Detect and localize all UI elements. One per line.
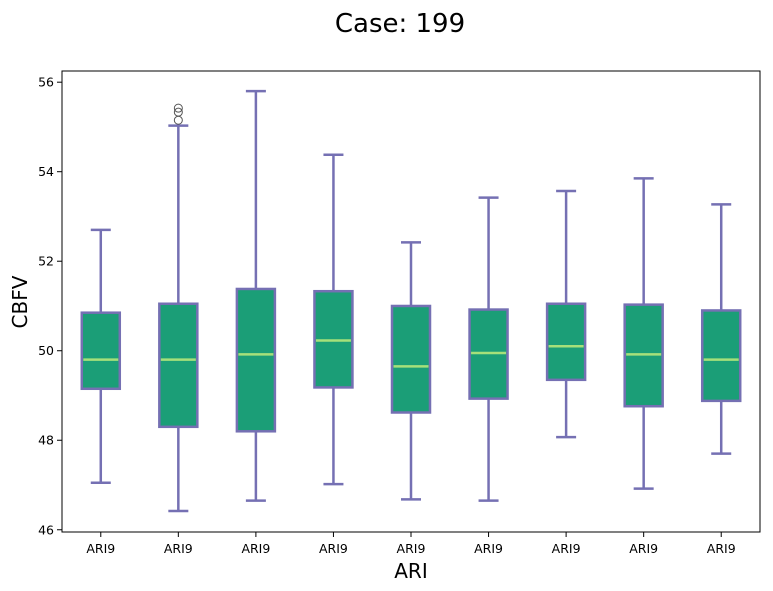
x-tick-label: ARI9: [552, 541, 581, 556]
x-tick-label: ARI9: [629, 541, 658, 556]
chart-title: Case: 199: [335, 9, 465, 39]
outlier-point: [173, 107, 183, 117]
box-iqr: [235, 287, 277, 433]
x-tick-label: ARI9: [707, 541, 736, 556]
x-tick-label: ARI9: [319, 541, 348, 556]
box-2: [158, 103, 199, 513]
box-4: [313, 153, 354, 486]
y-tick-label: 48: [38, 433, 54, 448]
box-iqr: [700, 309, 742, 403]
x-axis: ARI9 ARI9 ARI9 ARI9 ARI9 ARI9 ARI9 ARI9 ARI9: [86, 532, 736, 556]
y-tick-label: 56: [38, 75, 54, 90]
box-9: [700, 203, 742, 455]
x-tick-label: ARI9: [86, 541, 115, 556]
x-axis-label: ARI: [394, 559, 427, 583]
box-7: [545, 189, 587, 439]
box-3: [235, 89, 277, 502]
x-tick-label: ARI9: [397, 541, 426, 556]
box-8: [623, 177, 664, 490]
box-5: [390, 241, 432, 501]
box-1: [80, 228, 122, 485]
x-tick-label: ARI9: [164, 541, 193, 556]
y-tick-label: 46: [38, 522, 54, 537]
box-iqr: [80, 311, 122, 391]
y-axis: 46 48 50 52 54 56: [38, 75, 62, 537]
outlier-point: [173, 103, 183, 113]
box-iqr: [158, 302, 199, 429]
boxes-group: [80, 89, 742, 513]
x-tick-label: ARI9: [474, 541, 503, 556]
box-6: [468, 196, 509, 502]
y-tick-label: 54: [38, 164, 54, 179]
box-iqr: [390, 304, 432, 414]
y-tick-label: 50: [38, 343, 54, 358]
box-iqr: [545, 302, 587, 382]
x-tick-label: ARI9: [241, 541, 270, 556]
y-axis-label: CBFV: [8, 275, 32, 328]
y-tick-label: 52: [38, 254, 54, 269]
outlier-point: [173, 115, 183, 125]
